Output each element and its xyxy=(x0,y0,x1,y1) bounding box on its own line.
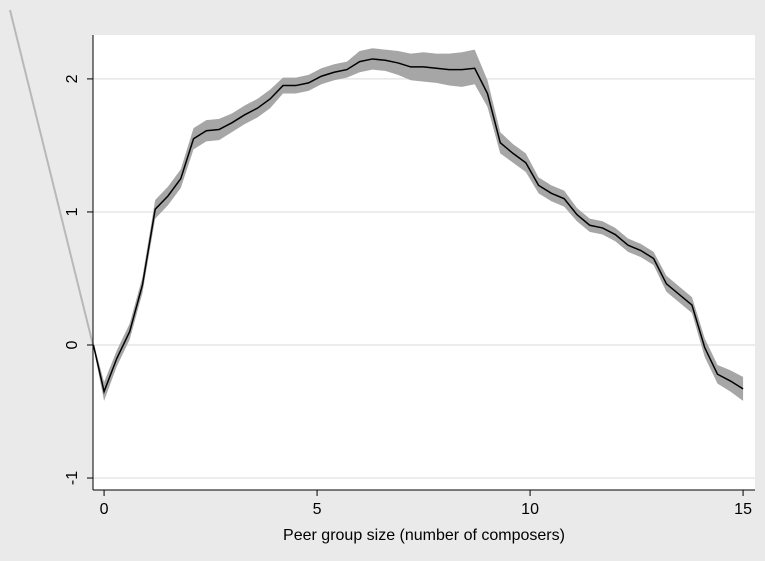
y-tick-label: -1 xyxy=(64,471,81,485)
y-tick-label: 2 xyxy=(64,74,81,83)
line xyxy=(93,58,744,395)
x-tick-label: 10 xyxy=(521,501,539,518)
edge-artifact xyxy=(9,9,94,346)
x-tick-label: 0 xyxy=(100,501,109,518)
plot xyxy=(93,48,744,401)
axes: -1 0 1 2 0 5 10 15 xyxy=(64,35,755,518)
x-tick-label: 5 xyxy=(313,501,322,518)
x-tick-label: 15 xyxy=(734,501,752,518)
y-tick-label: 1 xyxy=(64,207,81,216)
x-axis-label: Peer group size (number of composers) xyxy=(283,527,565,544)
plot-area xyxy=(93,35,755,490)
y-tick-label: 0 xyxy=(64,340,81,349)
